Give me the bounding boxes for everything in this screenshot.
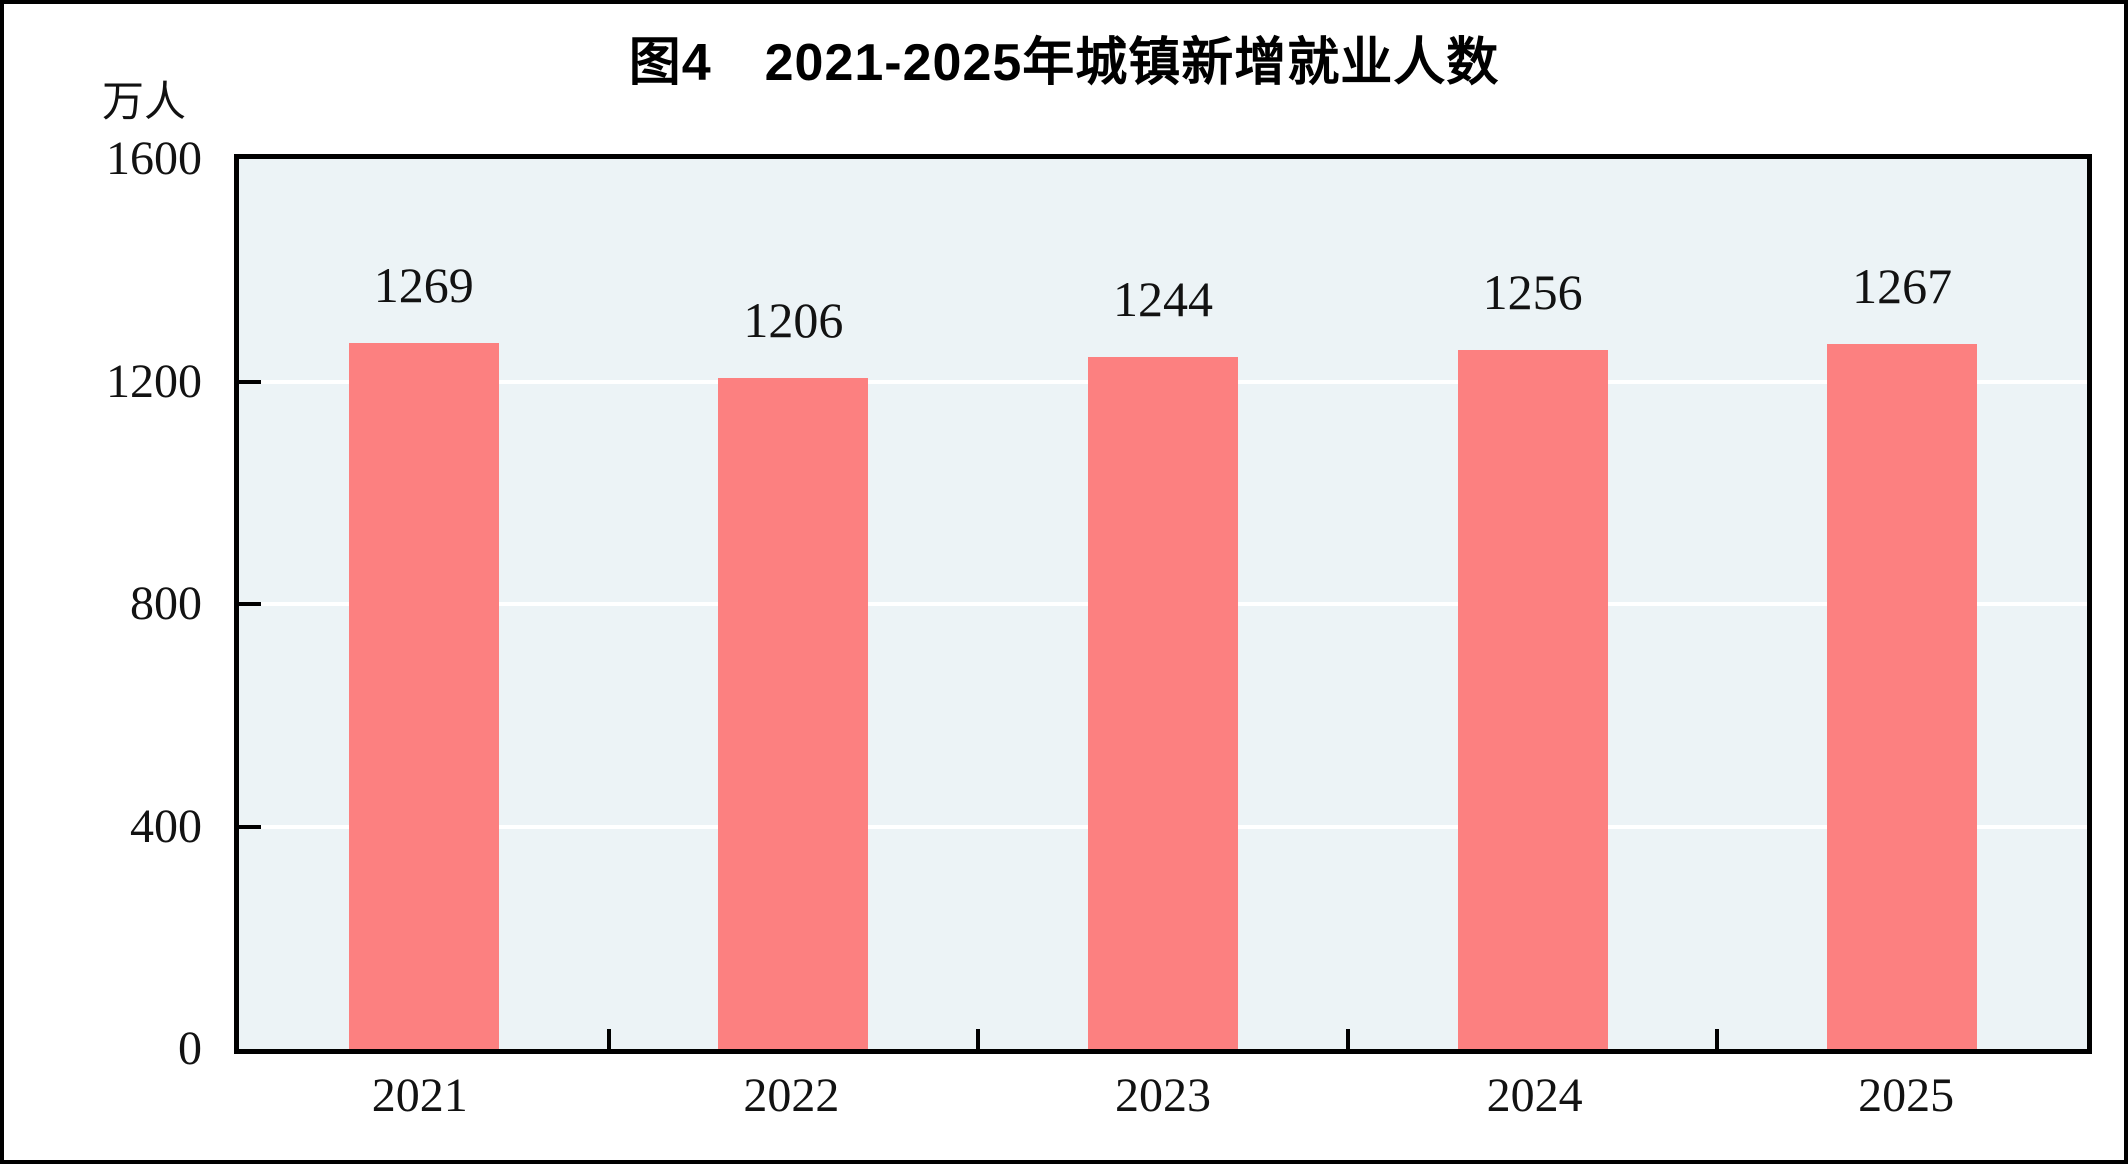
bar [1087,357,1238,1049]
chart-title: 图4 2021-2025年城镇新增就业人数 [628,34,1500,92]
bar [348,343,499,1049]
y-tick-label: 400 [130,799,202,853]
bar-value-label: 1244 [1112,271,1213,328]
x-tick-mark [1715,1029,1720,1049]
y-tick-mark [239,602,261,606]
y-tick-label: 1200 [106,354,202,408]
bar-column: 1206 [609,159,979,1049]
bar-column: 1256 [1348,159,1718,1049]
bar-column: 1244 [978,159,1348,1049]
bar-column: 1269 [239,159,609,1049]
bars-container: 1269 1206 1244 1256 1267 [239,159,2087,1049]
bar-value-label: 1269 [373,257,474,314]
y-axis-unit-label: 万人 [102,80,187,126]
bar-value-label: 1267 [1852,258,1953,315]
bar-value-label: 1256 [1482,264,1583,321]
x-tick-label: 2021 [371,1069,468,1122]
bar [718,378,869,1049]
x-tick-label: 2023 [1114,1069,1211,1122]
bar [1827,344,1978,1049]
y-tick-label: 1600 [106,132,202,185]
bar-column: 1267 [1717,159,2087,1049]
y-tick-label: 0 [178,1022,202,1075]
x-tick-mark [606,1029,611,1049]
x-tick-label: 2022 [743,1069,840,1122]
bar [1457,350,1608,1049]
plot-area: 1269 1206 1244 1256 1267 [234,154,2092,1054]
y-tick-mark [239,824,261,829]
x-tick-mark [976,1029,981,1049]
x-tick-mark [1345,1029,1350,1049]
x-tick-label: 2024 [1486,1069,1583,1122]
y-tick-mark [239,379,261,384]
x-tick-label: 2025 [1858,1069,1955,1122]
bar-value-label: 1206 [743,292,844,349]
x-axis-labels: 2021 2022 2023 2024 2025 [234,1068,2092,1123]
y-tick-label: 800 [130,577,202,630]
